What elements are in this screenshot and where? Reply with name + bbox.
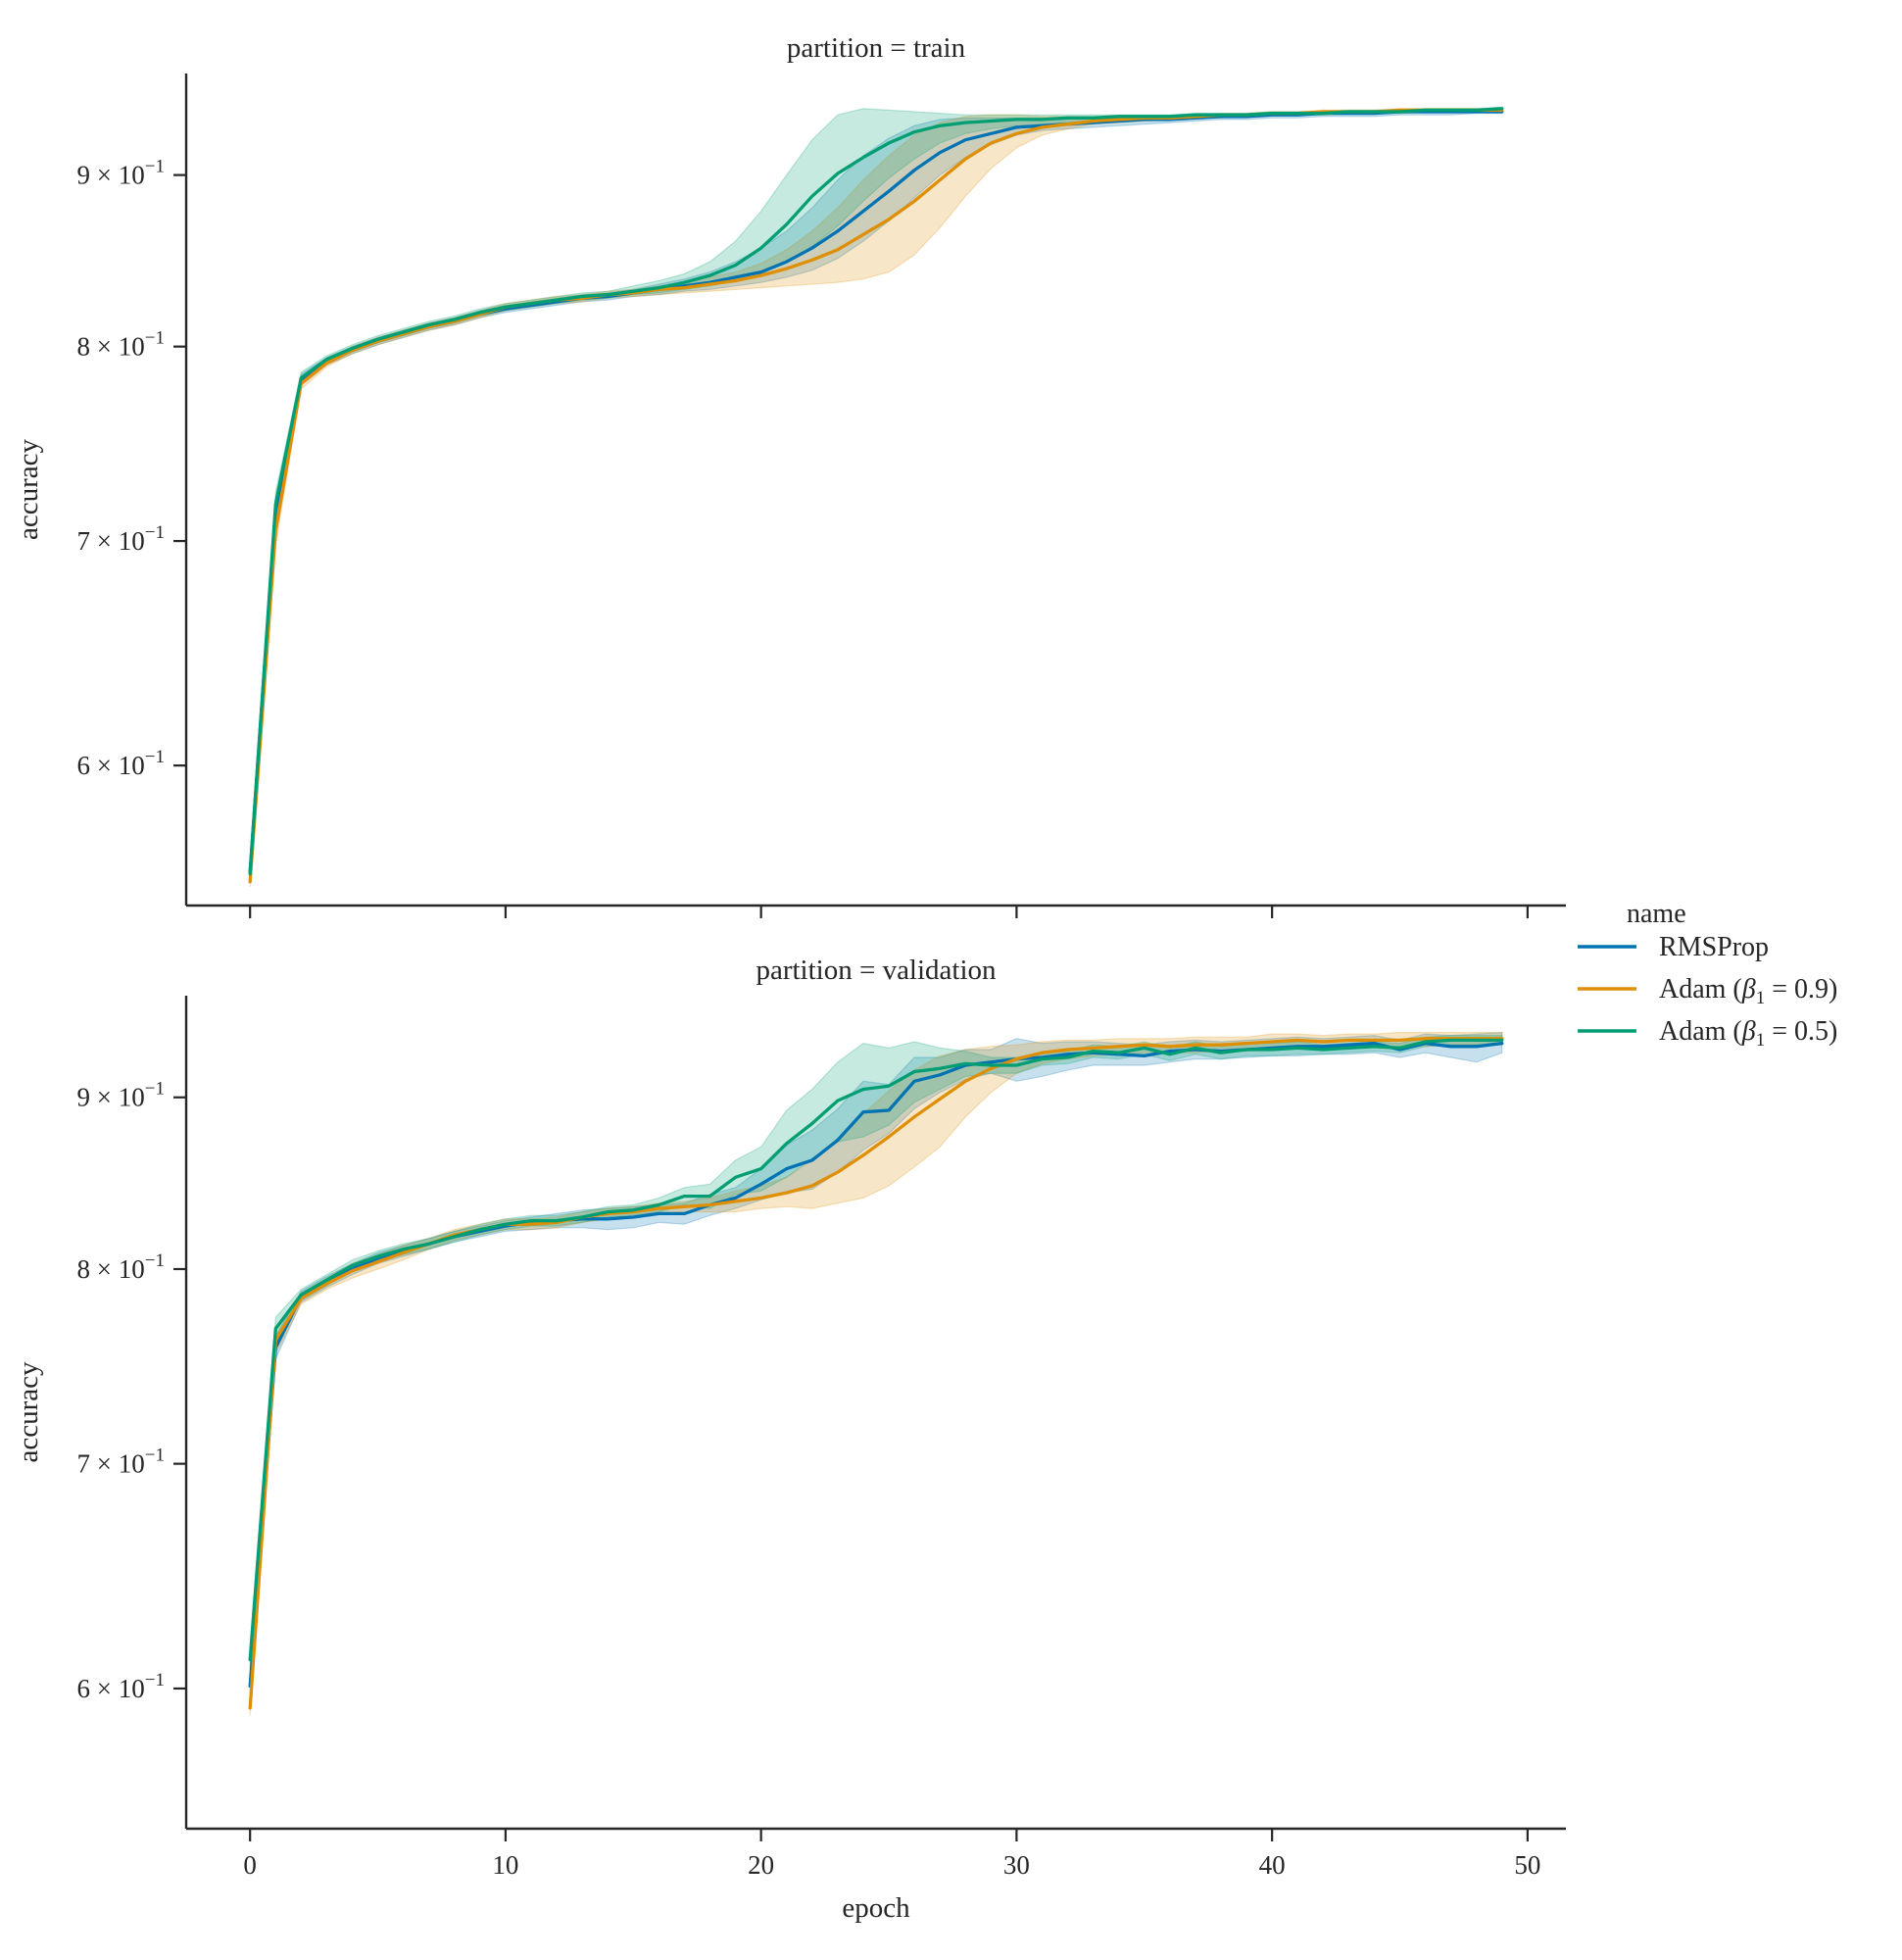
x-tick-label: 20 — [748, 1850, 774, 1880]
y-tick-label: 7 × 10−1 — [77, 522, 165, 556]
series-line-1 — [248, 108, 1504, 884]
panel-title: partition = validation — [756, 955, 997, 986]
y-tick-label: 8 × 10−1 — [77, 1250, 165, 1284]
panel-validation: partition = validation 0 10 20 30 40 50 6 × 10−… — [13, 955, 1566, 1924]
y-tick-label: 8 × 10−1 — [77, 328, 165, 362]
y-tick-label: 6 × 10−1 — [77, 747, 165, 780]
y-tick-label: 9 × 10−1 — [77, 1079, 165, 1112]
x-tick-label: 30 — [1003, 1850, 1030, 1880]
y-axis-title: accuracy — [13, 1361, 44, 1463]
x-axis-title: epoch — [842, 1892, 910, 1924]
y-tick-label: 6 × 10−1 — [77, 1670, 165, 1703]
x-tick-label: 10 — [492, 1850, 518, 1880]
panel-title: partition = train — [787, 32, 966, 64]
legend-title: name — [1627, 899, 1686, 929]
legend-label: Adam (β1 = 0.5) — [1659, 1016, 1837, 1051]
confidence-band-2 — [249, 1035, 1503, 1670]
legend: name RMSProp Adam (β1 = 0.9) Adam (β1 = 0.… — [1578, 899, 1837, 1051]
x-tick-label: 40 — [1259, 1850, 1286, 1880]
confidence-band-0 — [249, 1031, 1503, 1693]
series-line-2 — [248, 1038, 1504, 1662]
series-line-2 — [248, 107, 1504, 876]
panel-train: partition = train 6 × 10−1 7 × 10−1 8 × 10−… — [13, 32, 1566, 918]
y-tick-label: 9 × 10−1 — [77, 157, 165, 190]
legend-label: RMSProp — [1659, 932, 1769, 962]
x-tick-label: 0 — [243, 1850, 257, 1880]
x-tick-label: 50 — [1514, 1850, 1540, 1880]
confidence-band-1 — [249, 1031, 1503, 1716]
y-tick-label: 7 × 10−1 — [77, 1446, 165, 1479]
legend-label: Adam (β1 = 0.9) — [1659, 974, 1837, 1008]
y-axis-title: accuracy — [13, 438, 44, 540]
